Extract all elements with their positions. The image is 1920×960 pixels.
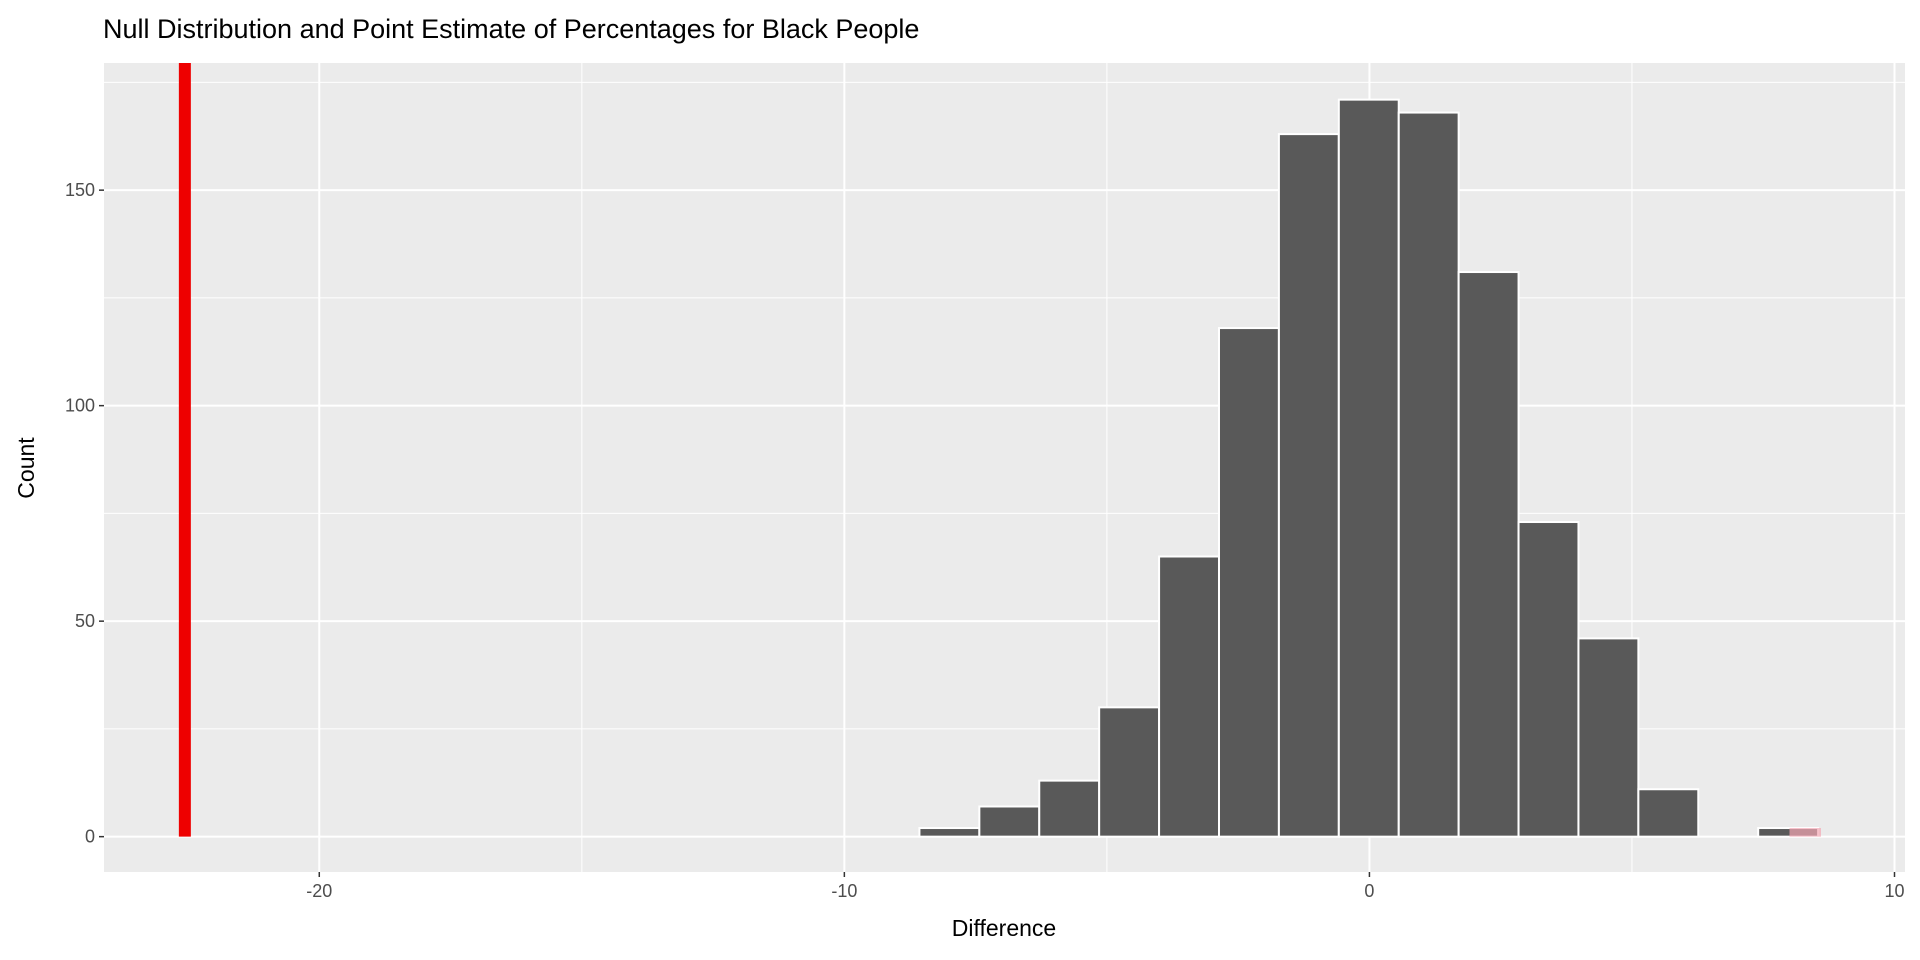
x-tick-label: -20	[306, 881, 332, 901]
x-axis-title: Difference	[952, 915, 1056, 941]
y-tick-label: 100	[65, 396, 95, 416]
y-tick-label: 50	[75, 611, 95, 631]
chart-title: Null Distribution and Point Estimate of …	[103, 14, 919, 44]
histogram-bar	[1577, 637, 1640, 838]
histogram-bar	[1158, 555, 1220, 838]
histogram-bar	[1517, 521, 1580, 838]
y-tick-label: 150	[65, 180, 95, 200]
histogram-bar	[1397, 111, 1460, 838]
histogram-bar	[1637, 788, 1700, 838]
histogram-bar	[1277, 133, 1340, 838]
histogram-bar	[1098, 706, 1161, 838]
x-tick-label: 0	[1364, 881, 1374, 901]
y-tick-label: 0	[85, 827, 95, 847]
bars	[178, 63, 1821, 838]
x-tick-label: -10	[831, 881, 857, 901]
histogram-bar	[1457, 271, 1520, 838]
x-tick-label: 10	[1884, 881, 1904, 901]
histogram-bar	[1038, 779, 1101, 838]
histogram-bar	[978, 805, 1041, 838]
histogram-bar	[1337, 98, 1400, 838]
histogram-bar	[1217, 327, 1280, 838]
y-axis-title: Count	[13, 437, 39, 499]
histogram-bar	[918, 827, 981, 838]
shaded-p-value-region	[1789, 828, 1821, 837]
